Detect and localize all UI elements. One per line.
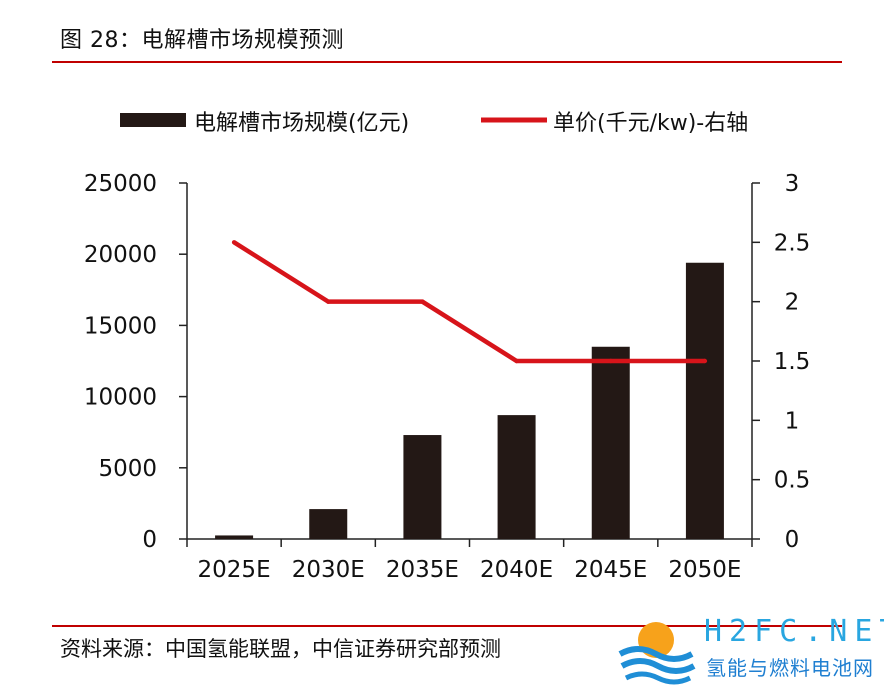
x-tick-label: 2035E [386,557,459,583]
left-tick-label: 10000 [84,385,157,411]
left-tick-label: 15000 [84,313,157,339]
bar [403,435,442,539]
figure-title: 图 28：电解槽市场规模预测 [60,28,344,53]
right-tick-label: 0 [785,527,800,553]
x-axis-ticks: 2025E 2030E 2035E 2040E 2045E 2050E [186,539,753,583]
x-tick-label: 2050E [668,557,741,583]
top-divider [52,61,842,63]
right-tick-label: 2.5 [774,230,811,256]
right-tick-label: 1.5 [774,349,811,375]
line-point [420,299,425,304]
bar [591,346,630,539]
watermark-logo-icon [618,622,696,685]
line-point [514,358,519,364]
right-axis-ticks: 0 0.5 1 1.5 2 2.5 3 [752,171,810,553]
x-tick-label: 2040E [480,557,553,583]
right-tick-label: 1 [785,408,800,434]
line-series [231,240,708,364]
watermark-brand: H2FC.NET [704,614,884,649]
x-tick-label: 2025E [198,557,271,583]
watermark: H2FC.NET 氢能与燃料电池网 [612,608,884,688]
left-tick-label: 25000 [84,171,157,197]
source-note: 资料来源：中国氢能联盟，中信证券研究部预测 [60,637,501,661]
line-point [231,240,237,245]
legend-bar-label: 电解槽市场规模(亿元) [194,111,409,136]
legend-line-label: 单价(千元/kw)-右轴 [553,111,748,136]
line-point [702,358,708,364]
line-point [608,358,613,364]
bar [497,415,536,539]
chart: 电解槽市场规模(亿元) 单价(千元/kw)-右轴 0 5000 10000 15000… [84,111,810,583]
right-tick-label: 3 [785,171,800,197]
bar [215,535,254,539]
line-point [326,299,331,304]
watermark-subtitle: 氢能与燃料电池网 [706,656,874,680]
legend-bar-swatch [120,113,186,127]
unit-price-line [232,240,705,364]
bar-series [215,262,724,539]
x-tick-label: 2030E [292,557,365,583]
bottom-divider [52,625,842,627]
left-tick-label: 0 [142,527,157,553]
x-tick-label: 2045E [574,557,647,583]
right-tick-label: 0.5 [774,468,811,494]
bar [309,509,348,539]
left-axis-ticks: 0 5000 10000 15000 20000 25000 [84,171,187,553]
legend: 电解槽市场规模(亿元) 单价(千元/kw)-右轴 [120,111,748,136]
bar [685,262,724,539]
left-tick-label: 20000 [84,242,157,268]
left-tick-label: 5000 [98,456,157,482]
right-tick-label: 2 [785,290,800,316]
